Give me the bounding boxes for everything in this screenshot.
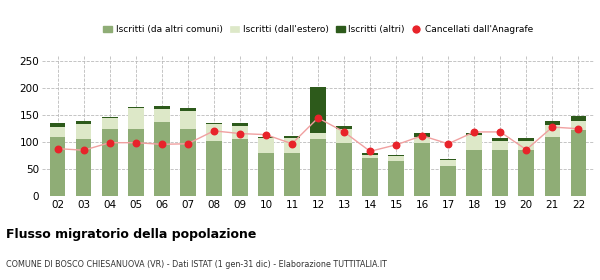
Bar bbox=[76, 124, 91, 139]
Point bbox=[313, 116, 323, 120]
Point bbox=[339, 130, 349, 134]
Bar bbox=[336, 143, 352, 196]
Bar bbox=[571, 130, 586, 196]
Bar bbox=[284, 153, 300, 196]
Bar bbox=[180, 111, 196, 129]
Bar bbox=[258, 153, 274, 196]
Bar bbox=[466, 133, 482, 135]
Point bbox=[209, 129, 218, 133]
Bar bbox=[388, 155, 404, 156]
Bar bbox=[545, 125, 560, 137]
Bar bbox=[415, 133, 430, 137]
Bar bbox=[206, 124, 221, 141]
Bar bbox=[180, 129, 196, 196]
Bar bbox=[206, 123, 221, 124]
Text: Flusso migratorio della popolazione: Flusso migratorio della popolazione bbox=[6, 228, 256, 241]
Bar bbox=[258, 137, 274, 138]
Bar bbox=[310, 139, 326, 196]
Bar bbox=[518, 150, 534, 196]
Bar bbox=[362, 153, 378, 155]
Point bbox=[391, 143, 401, 147]
Bar bbox=[440, 166, 456, 196]
Bar bbox=[232, 123, 248, 126]
Point bbox=[443, 141, 453, 146]
Point bbox=[261, 132, 271, 137]
Bar bbox=[310, 133, 326, 139]
Bar bbox=[493, 141, 508, 150]
Bar bbox=[76, 139, 91, 196]
Bar bbox=[102, 118, 118, 129]
Text: COMUNE DI BOSCO CHIESANUOVA (VR) - Dati ISTAT (1 gen-31 dic) - Elaborazione TUTT: COMUNE DI BOSCO CHIESANUOVA (VR) - Dati … bbox=[6, 260, 387, 269]
Point bbox=[548, 125, 557, 129]
Bar bbox=[50, 123, 65, 127]
Bar bbox=[102, 117, 118, 118]
Point bbox=[496, 130, 505, 134]
Bar bbox=[310, 87, 326, 133]
Bar bbox=[545, 121, 560, 125]
Bar bbox=[154, 122, 170, 196]
Point bbox=[183, 141, 193, 146]
Bar bbox=[440, 159, 456, 160]
Point bbox=[574, 127, 583, 131]
Bar bbox=[466, 150, 482, 196]
Bar bbox=[518, 138, 534, 141]
Point bbox=[131, 141, 140, 145]
Bar bbox=[415, 137, 430, 143]
Point bbox=[365, 149, 375, 153]
Bar bbox=[206, 141, 221, 196]
Bar bbox=[362, 155, 378, 158]
Bar bbox=[362, 158, 378, 196]
Bar bbox=[154, 106, 170, 109]
Point bbox=[79, 148, 88, 153]
Bar bbox=[571, 116, 586, 121]
Bar bbox=[336, 126, 352, 129]
Point bbox=[105, 141, 115, 145]
Bar bbox=[284, 136, 300, 138]
Point bbox=[235, 131, 245, 136]
Point bbox=[287, 141, 297, 146]
Bar bbox=[232, 139, 248, 196]
Bar bbox=[154, 109, 170, 122]
Bar bbox=[284, 138, 300, 153]
Bar bbox=[493, 138, 508, 141]
Bar bbox=[128, 107, 143, 108]
Bar bbox=[388, 156, 404, 161]
Point bbox=[521, 148, 531, 152]
Bar bbox=[50, 127, 65, 137]
Bar bbox=[571, 121, 586, 130]
Bar bbox=[518, 141, 534, 150]
Point bbox=[469, 130, 479, 134]
Bar bbox=[388, 161, 404, 196]
Bar bbox=[76, 121, 91, 124]
Bar bbox=[440, 160, 456, 166]
Bar bbox=[415, 143, 430, 196]
Bar bbox=[336, 129, 352, 143]
Bar bbox=[128, 129, 143, 196]
Legend: Iscritti (da altri comuni), Iscritti (dall'estero), Iscritti (altri), Cancellati: Iscritti (da altri comuni), Iscritti (da… bbox=[100, 21, 536, 38]
Bar bbox=[258, 138, 274, 153]
Bar bbox=[50, 137, 65, 196]
Bar bbox=[466, 135, 482, 150]
Bar bbox=[493, 150, 508, 196]
Bar bbox=[545, 137, 560, 196]
Bar bbox=[180, 108, 196, 111]
Bar bbox=[102, 129, 118, 196]
Point bbox=[157, 142, 167, 146]
Point bbox=[53, 146, 62, 151]
Bar bbox=[232, 126, 248, 139]
Point bbox=[418, 134, 427, 138]
Bar bbox=[128, 108, 143, 129]
